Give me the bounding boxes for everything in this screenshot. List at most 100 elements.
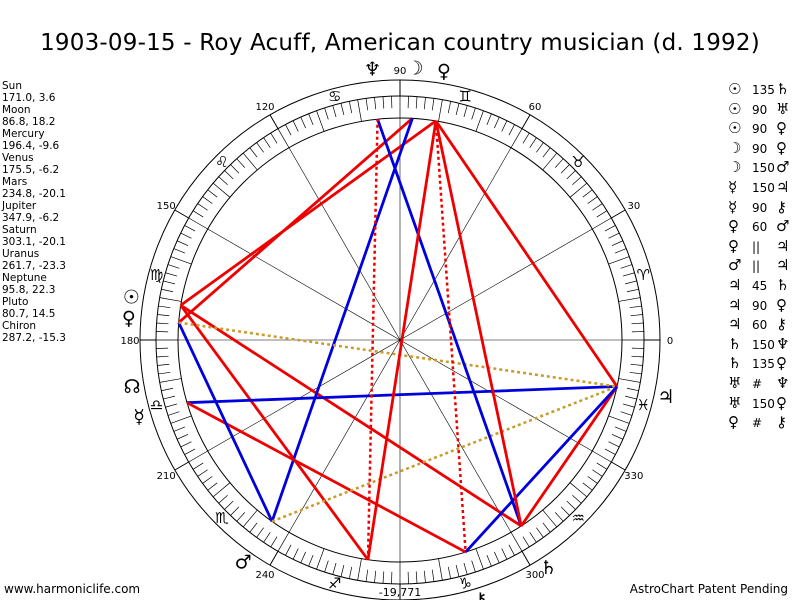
degree-tick (572, 494, 582, 504)
aspect-angle: 135 (752, 357, 775, 372)
degree-tick (423, 570, 426, 583)
degree-tick (542, 522, 551, 533)
aspect-row: ☿ 90 ⚷ (728, 198, 792, 218)
aspect-row: ☉ 90 ♅ (728, 100, 792, 120)
site-link[interactable]: www.harmoniclife.com (4, 582, 141, 596)
planet-glyph-icon: ♅ (352, 598, 369, 600)
aspect-row: ♅ # ♆ (728, 374, 792, 394)
degree-tick (626, 387, 639, 392)
degree-tick (630, 314, 643, 317)
degree-tick (176, 240, 189, 246)
planet-glyph-icon: ☽ (407, 57, 424, 79)
aspect-row: ♂ || ♃ (728, 256, 792, 276)
degree-tick (230, 506, 240, 516)
aspect-angle: || (752, 259, 761, 274)
aspect-line (434, 120, 619, 388)
degree-tick (475, 548, 484, 570)
aspect-row: ♃ 90 ♀ (728, 296, 792, 316)
degree-label: 120 (255, 102, 274, 113)
aspect-line (178, 321, 618, 388)
degree-tick (316, 110, 325, 132)
aspect-angle: 90 (752, 122, 768, 137)
degree-tick (365, 98, 369, 111)
degree-tick (163, 280, 175, 285)
degree-tick (631, 322, 644, 325)
degree-tick (486, 554, 492, 567)
degree-tick (184, 225, 196, 232)
degree-tick (542, 509, 558, 528)
degree-tick (277, 532, 290, 552)
planet-name: Mercury (2, 128, 45, 140)
planet-positions-list: Sun 171.0, 3.6 Moon 86.8, 18.2 Mercury 1… (2, 80, 66, 344)
degree-tick (611, 240, 624, 246)
degree-tick (167, 411, 180, 416)
planet-glyph-icon: ♄ (540, 557, 557, 579)
degree-tick (587, 196, 598, 204)
degree-tick (382, 96, 385, 109)
degree-tick (157, 363, 170, 366)
house-cusp-outer (611, 461, 626, 471)
zodiac-sign-icon: ♍ (150, 266, 163, 284)
degree-tick (415, 571, 418, 584)
degree-tick (324, 107, 329, 120)
degree-label: 90 (394, 66, 407, 77)
aspect-planet-1: ☿ (728, 197, 738, 216)
degree-tick (263, 532, 271, 543)
aspect-row: ☽ 150♂ (728, 158, 792, 178)
degree-tick (308, 113, 314, 126)
planet-name: Chiron (2, 320, 37, 332)
degree-tick (161, 387, 174, 392)
degree-tick (340, 103, 345, 115)
planet-name: Pluto (2, 296, 29, 308)
aspect-row: ☿ 150♃ (728, 178, 792, 198)
aspect-line (464, 385, 619, 554)
aspect-planet-1: ♀ (728, 217, 739, 236)
aspect-planet-1: ♅ (728, 373, 742, 392)
degree-label: 30 (627, 201, 640, 212)
degree-tick (494, 551, 500, 564)
degree-tick (542, 147, 551, 158)
planet-pos: 303.1, -20.1 (2, 236, 66, 248)
degree-tick (604, 225, 616, 232)
aspect-row: ☽ 90 ♀ (728, 139, 792, 159)
aspect-angle: 90 (752, 298, 768, 313)
aspect-angle: 60 (752, 220, 768, 235)
degree-tick (560, 506, 570, 516)
degree-tick (501, 548, 508, 560)
aspect-planet-1: ☽ (728, 158, 742, 177)
degree-tick (554, 158, 564, 168)
planet-glyph-icon: ♀ (437, 61, 451, 83)
zodiac-sign-icon: ♎ (150, 396, 163, 414)
aspect-angle: 90 (752, 200, 768, 215)
degree-tick (256, 527, 264, 538)
aspect-planet-1: ♄ (728, 354, 742, 373)
degree-tick (357, 558, 362, 581)
house-cusp-outer (521, 114, 531, 129)
degree-tick (596, 210, 608, 218)
degree-tick (592, 469, 603, 477)
aspect-planet-1: ☉ (728, 119, 742, 138)
aspect-angle: 45 (752, 278, 768, 293)
degree-tick (156, 322, 169, 325)
degree-tick (374, 570, 377, 583)
aspect-angle: # (752, 416, 763, 431)
planet-pos: 196.4, -9.6 (2, 140, 60, 152)
aspect-angle: 90 (752, 141, 768, 156)
degree-tick (249, 522, 258, 533)
degree-tick (608, 256, 630, 265)
degree-tick (197, 469, 208, 477)
degree-tick (340, 565, 345, 577)
aspect-line (434, 120, 467, 553)
aspect-planet-2: ♆ (776, 334, 790, 353)
aspect-row: ♃ 45 ♄ (728, 276, 792, 296)
degree-tick (270, 132, 278, 144)
degree-tick (292, 120, 299, 132)
degree-tick (202, 196, 213, 204)
degree-tick (536, 142, 544, 153)
aspect-row: ♄ 150♆ (728, 335, 792, 355)
aspect-planet-2: ♃ (776, 177, 790, 196)
patent-notice: AstroChart Patent Pending (629, 582, 788, 596)
degree-tick (207, 189, 218, 198)
degree-tick (180, 441, 192, 448)
